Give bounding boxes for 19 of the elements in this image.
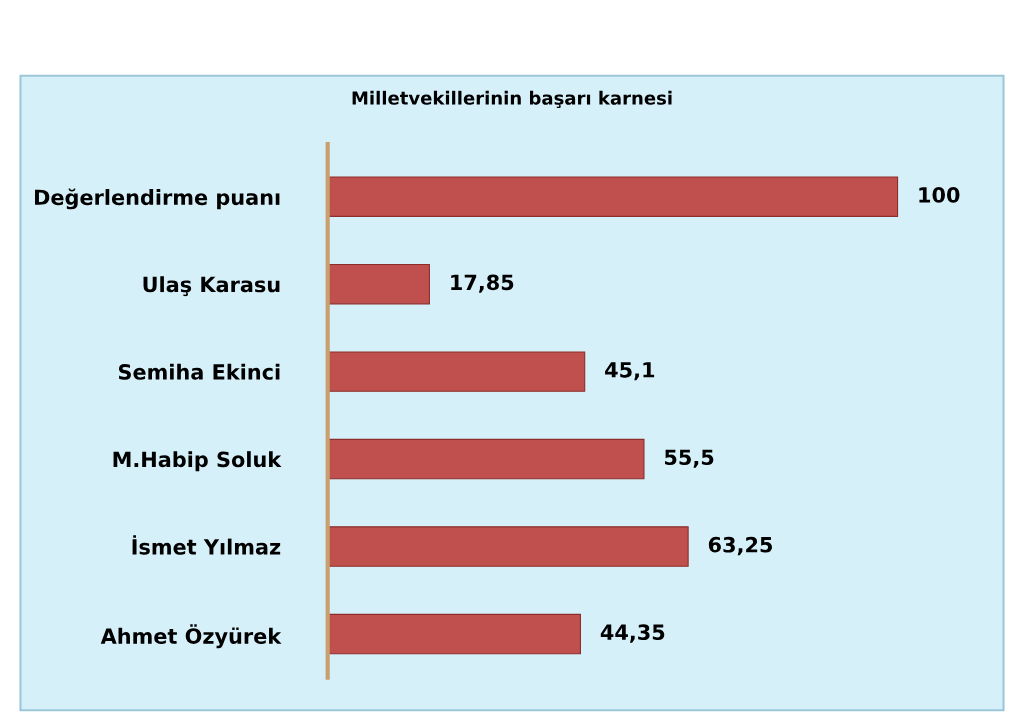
bar (327, 176, 899, 217)
bar (327, 526, 689, 567)
y-tick-label: Değerlendirme puanı (35, 188, 280, 210)
y-tick-label: Ahmet Özyürek (100, 624, 282, 649)
data-label: 17,85 (451, 274, 514, 293)
data-label: 45,1 (605, 362, 655, 381)
bar (327, 438, 645, 480)
y-tick-label: İsmet Yılmaz (132, 535, 281, 555)
bar (327, 351, 586, 392)
chart-title: Milletvekillerinin başarı karnesi (352, 90, 672, 109)
y-tick-label: M.Habip Soluk (113, 451, 282, 472)
data-label: 100 (919, 186, 960, 203)
data-label: 44,35 (600, 624, 665, 643)
y-tick-label: Semiha Ekinci (118, 363, 280, 380)
bar (327, 613, 581, 655)
data-label: 55,5 (665, 449, 714, 468)
bar (327, 263, 430, 305)
y-tick-label: Ulaş Karasu (143, 276, 280, 297)
data-label: 63,25 (708, 536, 773, 556)
